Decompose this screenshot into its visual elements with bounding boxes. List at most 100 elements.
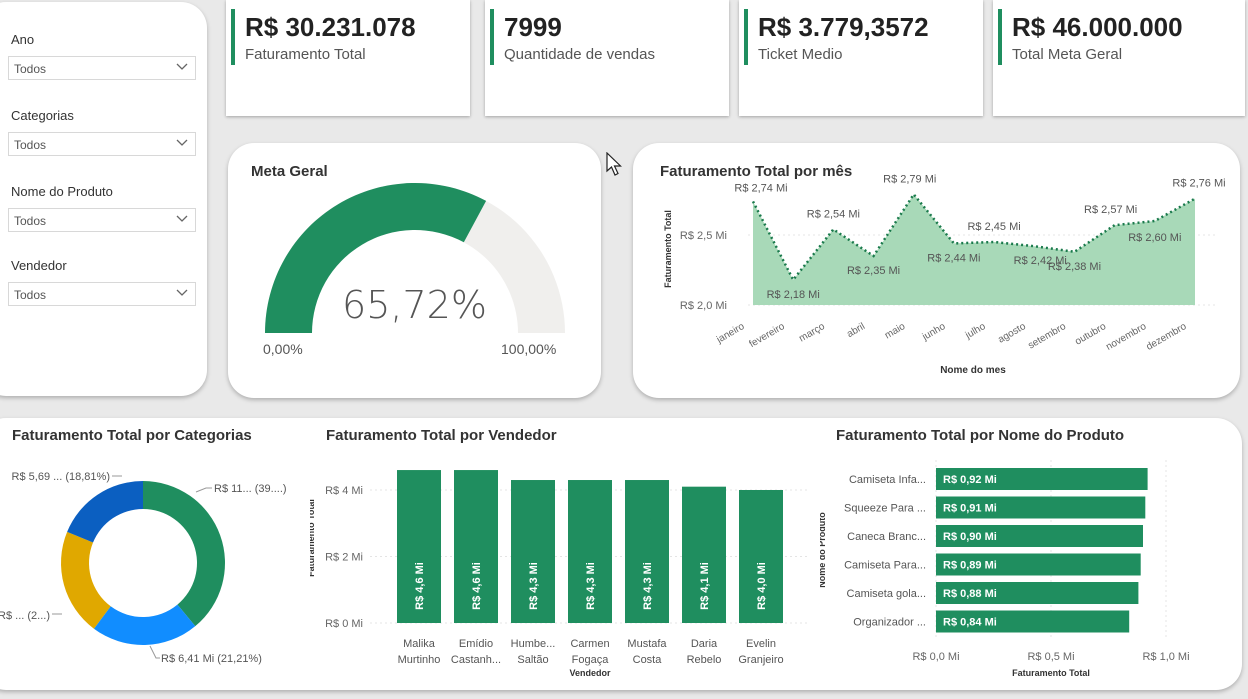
- bar: [568, 480, 612, 623]
- gauge-svg: [265, 182, 565, 333]
- y-axis-title: Faturamento Total: [663, 210, 673, 288]
- categories-chart-title: Faturamento Total por Categorias: [12, 427, 252, 444]
- slice-label: R$ ... (2...): [0, 610, 50, 622]
- leader-line: [195, 487, 212, 493]
- bar: [682, 486, 726, 623]
- x-tick-label: Granjeiro: [738, 654, 783, 666]
- y-axis-title: Nome do Produto: [820, 512, 827, 588]
- data-label: R$ 2,38 Mi: [1048, 261, 1101, 273]
- categories-donut-svg: R$ 11... (39....) R$ 6,41 Mi (21,21%) R$ .…: [0, 471, 287, 665]
- filter-dropdown-vendedor[interactable]: Todos: [8, 282, 196, 306]
- kpi-value: 7999: [504, 12, 562, 42]
- filter-dropdown-categorias[interactable]: Todos: [8, 132, 196, 156]
- kpi-accent-bar: [231, 9, 235, 65]
- x-tick-label: Castanh...: [451, 654, 501, 666]
- data-label: R$ 2,79 Mi: [883, 173, 936, 185]
- kpi-value: R$ 3.779,3572: [758, 12, 929, 42]
- x-tick-label: agosto: [996, 321, 1028, 346]
- donut-slice: [93, 604, 196, 645]
- y-tick-label: R$ 2 Mi: [325, 552, 363, 564]
- slice-label: R$ 6,41 Mi (21,21%): [161, 653, 262, 665]
- bar: [739, 490, 783, 623]
- x-tick-label: Costa: [633, 654, 663, 666]
- monthly-chart-title: Faturamento Total por mês: [660, 163, 853, 180]
- x-axis-title: Vendedor: [569, 668, 611, 678]
- x-tick-label: dezembro: [1144, 321, 1188, 353]
- x-tick-label: maio: [883, 321, 908, 342]
- data-label: R$ 2,76 Mi: [1172, 178, 1225, 190]
- x-tick-label: fevereiro: [747, 321, 787, 350]
- filter-value-produto: Todos: [14, 214, 47, 228]
- kpi-accent-bar: [998, 9, 1002, 65]
- y-tick-label: Camiseta Infa...: [849, 474, 926, 486]
- kpi-label: Faturamento Total: [245, 46, 366, 63]
- filter-label-produto: Nome do Produto: [11, 184, 113, 199]
- bar-data-label: R$ 0,91 Mi: [943, 503, 997, 515]
- monthly-revenue-card: Faturamento Total por mês R$ 2,0 Mi R$ 2,…: [633, 143, 1240, 398]
- x-tick-label: Fogaça: [572, 654, 610, 666]
- bar-data-label: R$ 4,6 Mi: [471, 562, 483, 610]
- x-tick-label: Humbe...: [511, 638, 556, 650]
- x-tick-label: R$ 0,0 Mi: [912, 651, 959, 663]
- filter-value-vendedor: Todos: [14, 288, 47, 302]
- x-tick-label: abril: [845, 321, 867, 340]
- gauge-min-label: 0,00%: [263, 341, 303, 357]
- y-tick-label: Camiseta gola...: [847, 588, 926, 600]
- x-tick-label: julho: [963, 321, 988, 342]
- x-tick-label: R$ 0,5 Mi: [1027, 651, 1074, 663]
- chevron-down-icon: [176, 289, 188, 296]
- area-fill: [753, 194, 1195, 305]
- bar-data-label: R$ 0,92 Mi: [943, 474, 997, 486]
- y-tick-label: R$ 4 Mi: [325, 485, 363, 497]
- filter-dropdown-produto[interactable]: Todos: [8, 208, 196, 232]
- bar-data-label: R$ 4,6 Mi: [414, 562, 426, 610]
- bar-data-label: R$ 4,3 Mi: [585, 562, 597, 610]
- kpi-label: Ticket Medio: [758, 46, 843, 63]
- x-tick-label: Saltão: [517, 654, 548, 666]
- x-tick-label: Evelin: [746, 638, 776, 650]
- filter-label-categorias: Categorias: [11, 108, 74, 123]
- kpi-card-ticket: R$ 3.779,3572 Ticket Medio: [739, 0, 983, 116]
- data-label: R$ 2,42 Mi: [1014, 255, 1067, 267]
- x-axis-title: Nome do mes: [940, 365, 1006, 376]
- gauge-card: Meta Geral 65,72% 0,00% 100,00%: [228, 143, 601, 398]
- mouse-cursor-icon: [606, 152, 622, 176]
- chevron-down-icon: [176, 139, 188, 146]
- bar-data-label: R$ 4,3 Mi: [528, 562, 540, 610]
- series-line: [751, 192, 1196, 283]
- kpi-accent-bar: [744, 9, 748, 65]
- data-label: R$ 2,60 Mi: [1128, 232, 1181, 244]
- x-tick-label: R$ 1,0 Mi: [1142, 651, 1189, 663]
- y-tick-label: Caneca Branc...: [847, 531, 926, 543]
- bar-data-label: R$ 0,90 Mi: [943, 531, 997, 543]
- kpi-card-quantidade: 7999 Quantidade de vendas: [485, 0, 729, 116]
- vendor-chart-title: Faturamento Total por Vendedor: [326, 427, 557, 444]
- data-label: R$ 2,45 Mi: [967, 221, 1020, 233]
- y-tick-label: R$ 0 Mi: [325, 618, 363, 630]
- gauge-max-label: 100,00%: [501, 341, 557, 357]
- donut-slice: [67, 481, 143, 543]
- filter-value-ano: Todos: [14, 62, 47, 76]
- data-label: R$ 2,54 Mi: [807, 208, 860, 220]
- x-tick-label: junho: [920, 321, 948, 343]
- kpi-label: Total Meta Geral: [1012, 46, 1123, 63]
- bar-data-label: R$ 0,89 Mi: [943, 560, 997, 572]
- x-axis-title: Faturamento Total: [1012, 668, 1090, 678]
- x-tick-label: outubro: [1073, 321, 1108, 348]
- x-tick-label: Emídio: [459, 638, 493, 650]
- bar: [397, 470, 441, 623]
- bar-data-label: R$ 4,3 Mi: [642, 562, 654, 610]
- filters-panel: Ano Todos Categorias Todos Nome do Produ…: [0, 2, 207, 396]
- y-axis-title: Faturamento Total: [310, 499, 316, 577]
- kpi-value: R$ 46.000.000: [1012, 12, 1183, 42]
- y-tick-label: R$ 2,5 Mi: [680, 230, 727, 242]
- x-tick-label: novembro: [1104, 321, 1148, 353]
- filter-dropdown-ano[interactable]: Todos: [8, 56, 196, 80]
- x-tick-label: Carmen: [570, 638, 609, 650]
- filter-value-categorias: Todos: [14, 138, 47, 152]
- x-tick-label: Daria: [691, 638, 718, 650]
- x-tick-label: Rebelo: [687, 654, 722, 666]
- y-tick-label: R$ 2,0 Mi: [680, 300, 727, 312]
- chevron-down-icon: [176, 215, 188, 222]
- product-chart-title: Faturamento Total por Nome do Produto: [836, 427, 1125, 444]
